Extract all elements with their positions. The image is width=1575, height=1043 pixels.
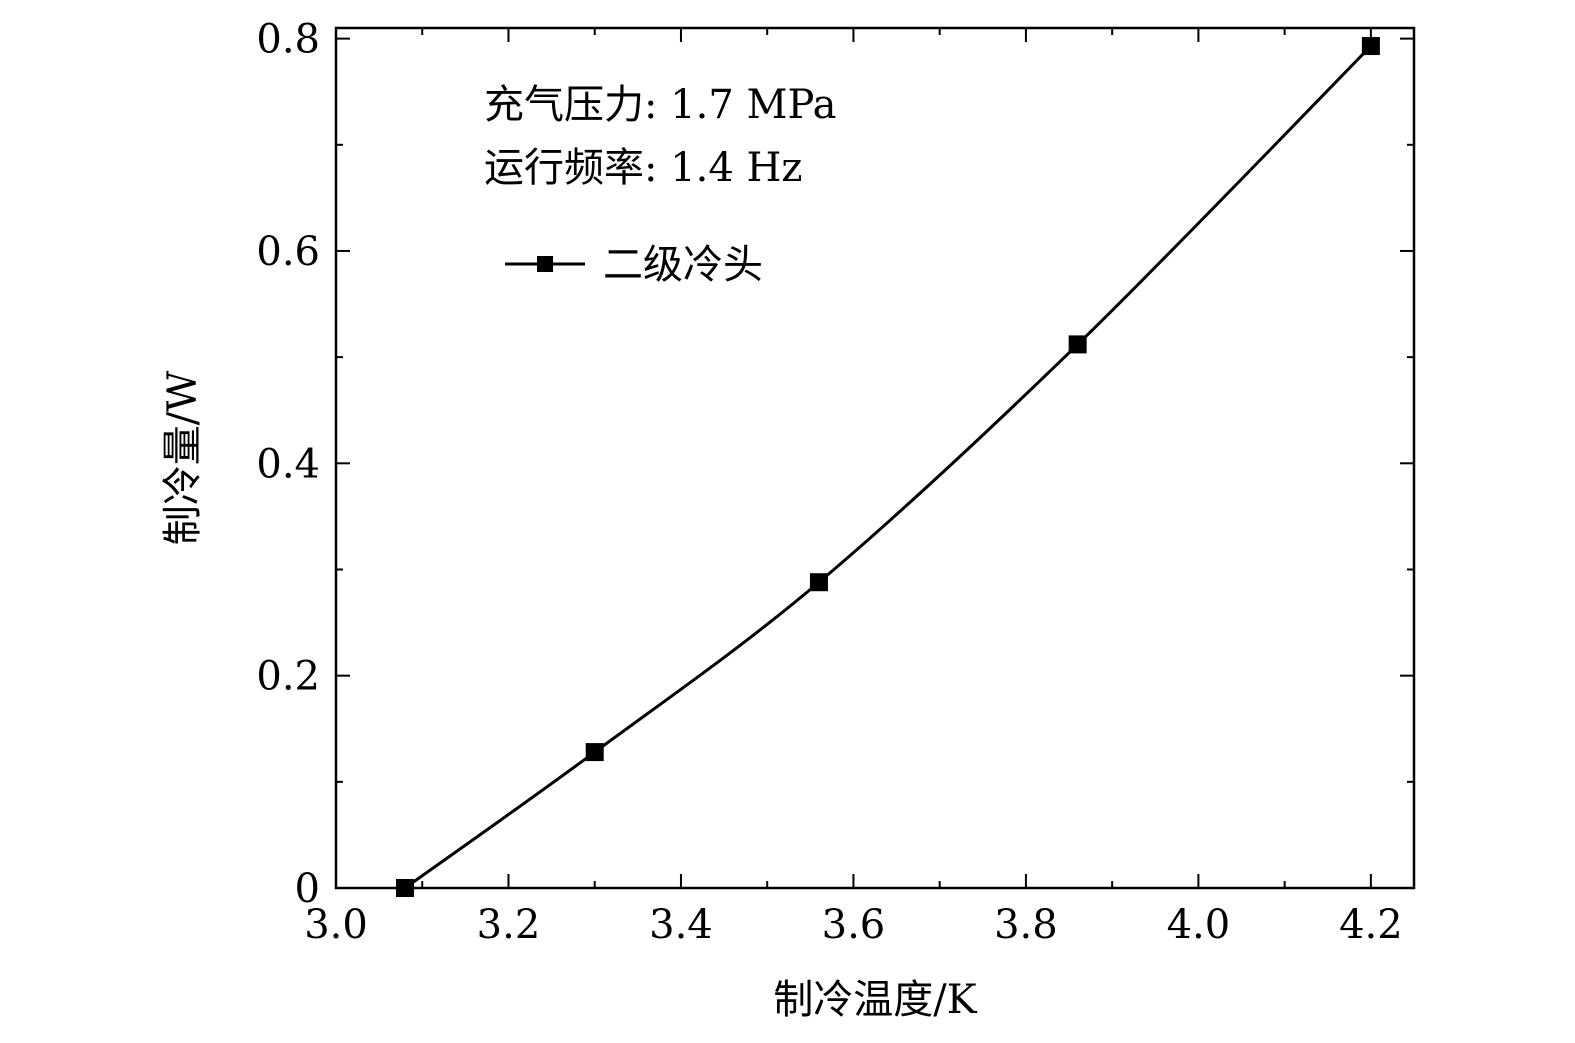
axis-ticks: 3.0 3.2 3.4 3.6 3.8 4.0 4.2 0 0.2 0.4 0.6 0.8	[256, 17, 1414, 948]
x-tick-label: 3.8	[994, 902, 1058, 948]
data-point-marker	[1361, 37, 1380, 56]
y-tick-label: 0.2	[256, 654, 320, 700]
x-tick-label: 3.2	[477, 902, 541, 948]
plot-frame	[334, 26, 1416, 890]
x-axis-title: 制冷温度/K	[773, 977, 977, 1023]
series-line	[404, 44, 1372, 890]
y-axis-title: 制冷量/W	[160, 371, 206, 546]
series-layer	[395, 37, 1380, 897]
x-tick-label: 4.2	[1339, 902, 1403, 948]
legend: 二级冷头	[505, 242, 763, 288]
x-tick-label: 3.0	[304, 902, 368, 948]
annotation-pressure: 充气压力: 1.7 MPa	[484, 82, 836, 128]
data-point-marker	[395, 879, 414, 897]
data-point-marker	[585, 743, 604, 762]
y-tick-label: 0.4	[256, 441, 320, 487]
x-tick-label: 4.0	[1167, 902, 1231, 948]
x-tick-label: 3.6	[822, 902, 886, 948]
y-tick-label: 0	[295, 866, 320, 912]
x-tick-label: 3.4	[649, 902, 713, 948]
legend-label: 二级冷头	[603, 242, 763, 288]
legend-marker-square-icon	[537, 256, 553, 272]
annotation-frequency: 运行频率: 1.4 Hz	[484, 145, 802, 191]
data-point-marker	[1068, 335, 1087, 354]
y-tick-label: 0.6	[256, 229, 320, 275]
y-tick-label: 0.8	[256, 17, 320, 63]
data-point-marker	[809, 573, 828, 592]
